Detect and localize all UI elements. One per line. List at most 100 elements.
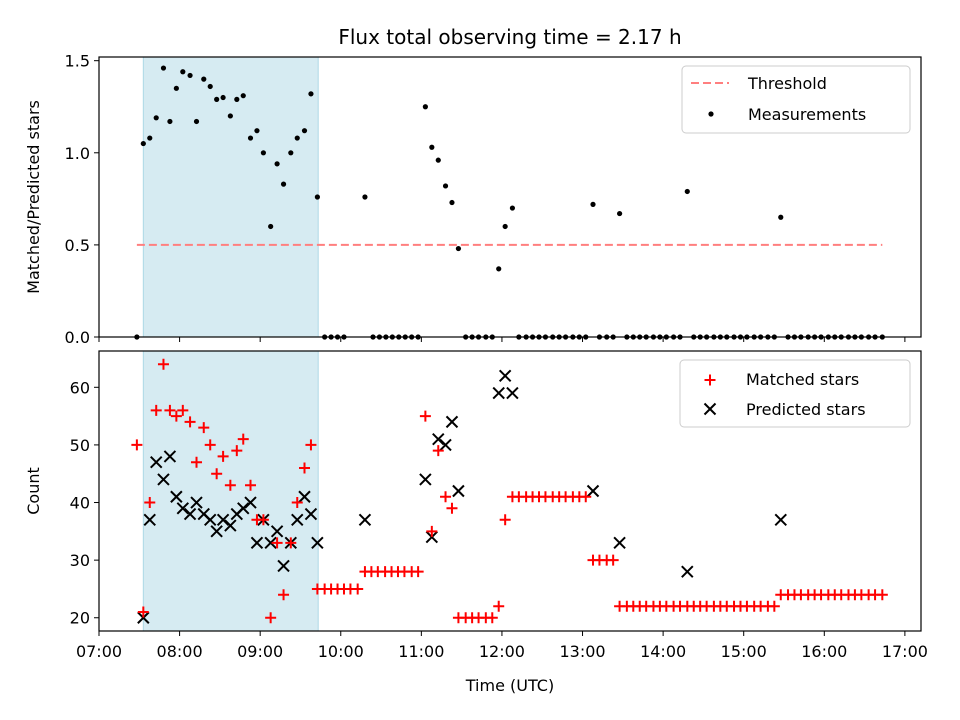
y-tick-label: 40	[70, 494, 90, 513]
matched-stars-point	[486, 612, 498, 624]
predicted-stars-point	[163, 450, 177, 463]
predicted-stars-point	[143, 513, 156, 527]
matched-stars-point	[204, 439, 216, 451]
matched-stars-point	[131, 439, 143, 451]
matched-stars-point	[177, 404, 189, 416]
matched-stars-point	[432, 445, 444, 457]
predicted-stars-point	[277, 559, 290, 573]
predicted-stars-point	[425, 530, 439, 544]
predicted-stars-point	[432, 432, 445, 446]
measurement-point	[288, 150, 294, 156]
measurement-point	[294, 135, 300, 141]
measurement-point	[201, 76, 207, 82]
measurement-point	[509, 205, 516, 211]
predicted-stars-point	[157, 473, 170, 486]
x-tick-label: 16:00	[801, 642, 847, 661]
measurement-point	[442, 183, 449, 189]
measurement-point	[173, 85, 179, 91]
measurement-point	[160, 65, 167, 71]
matched-stars-point	[352, 583, 364, 595]
y-axis-label: Count	[24, 467, 43, 515]
matched-stars-point	[291, 497, 303, 509]
chart-title: Flux total observing time = 2.17 h	[338, 25, 681, 49]
y-tick-label: 0.0	[65, 328, 90, 347]
predicted-stars-point	[250, 536, 264, 550]
measurement-point	[260, 150, 266, 156]
predicted-stars-point	[304, 507, 318, 521]
predicted-stars-point	[311, 536, 324, 550]
measurement-point	[502, 223, 508, 230]
predicted-stars-point	[452, 484, 465, 498]
measurement-point	[449, 199, 455, 206]
measurement-point	[496, 266, 502, 272]
matched-stars-point	[224, 479, 236, 491]
x-axis-label: Time (UTC)	[465, 676, 554, 695]
x-tick-label: 14:00	[640, 642, 686, 661]
measurement-point	[240, 93, 246, 99]
matched-stars-point	[157, 358, 169, 370]
y-tick-label: 60	[70, 378, 90, 397]
predicted-stars-point	[264, 536, 277, 550]
matched-stars-point	[211, 468, 223, 480]
predicted-stars-point	[216, 513, 230, 527]
matched-stars-point	[426, 525, 438, 537]
matched-stars-point	[137, 606, 149, 618]
matched-stars-point	[419, 410, 431, 422]
x-tick-label: 07:00	[76, 642, 122, 661]
predicted-stars-point	[237, 502, 250, 515]
matched-stars-point	[265, 612, 277, 624]
x-tick-label: 08:00	[157, 642, 203, 661]
predicted-stars-point	[586, 484, 600, 498]
measurement-point	[590, 201, 596, 207]
measurement-point	[429, 144, 435, 150]
axes-frame	[98, 350, 922, 632]
measurement-point	[153, 115, 159, 121]
predicted-stars-point	[270, 525, 284, 538]
matched-stars-point	[299, 462, 310, 474]
matched-stars-point	[198, 422, 210, 434]
predicted-stars-point	[224, 519, 237, 532]
measurement-point	[247, 135, 254, 141]
matched-stars-point	[412, 566, 424, 578]
x-tick-label: 15:00	[721, 642, 767, 661]
matched-stars-point	[150, 404, 162, 416]
x-tick-label: 17:00	[882, 642, 928, 661]
matched-stars-point	[245, 479, 257, 491]
predicted-stars-point	[176, 502, 190, 515]
measurement-point	[234, 96, 240, 102]
predicted-stars-point	[358, 513, 372, 527]
measurement-point	[220, 94, 226, 101]
x-tick-label: 13:00	[559, 642, 605, 661]
legend-matched-label: Matched stars	[746, 370, 859, 389]
y-axis-label: Matched/Predicted stars	[24, 100, 43, 294]
matched-stars-point	[446, 502, 458, 514]
predicted-stars-point	[439, 438, 452, 452]
measurement-point	[227, 113, 233, 119]
matched-stars-point	[440, 491, 452, 503]
legend-measurements-swatch	[708, 111, 714, 117]
measurement-point	[280, 181, 287, 187]
measurement-point	[617, 210, 623, 217]
measurement-point	[778, 214, 784, 220]
predicted-stars-point	[190, 496, 203, 509]
matched-stars-point	[499, 514, 511, 526]
predicted-stars-point	[613, 536, 626, 550]
measurement-point	[314, 194, 320, 200]
predicted-stars-point	[137, 611, 150, 624]
measurement-point	[435, 157, 441, 163]
observing-span-shade	[142, 56, 319, 338]
predicted-stars-point	[150, 455, 163, 469]
y-tick-label: 20	[70, 609, 90, 628]
legend-predicted-swatch	[703, 402, 717, 416]
measurement-point	[214, 96, 220, 102]
matched-stars-point	[217, 450, 229, 462]
predicted-stars-point	[498, 369, 512, 382]
predicted-stars-point	[298, 490, 311, 503]
matched-stars-point	[493, 600, 505, 612]
predicted-stars-point	[419, 473, 432, 486]
matched-stars-point	[237, 433, 249, 445]
y-tick-label: 1.5	[65, 52, 90, 71]
observing-span-shade	[142, 350, 319, 632]
measurement-point	[308, 91, 314, 97]
